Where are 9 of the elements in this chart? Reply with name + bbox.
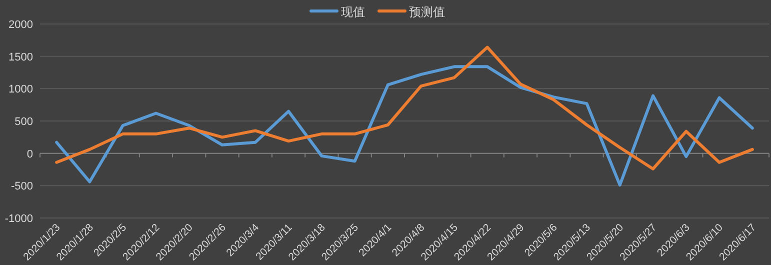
y-tick-label: 0 [26, 148, 33, 160]
legend-label: 预测值 [409, 5, 445, 19]
legend-label: 现值 [341, 5, 365, 19]
y-tick-label: 500 [14, 116, 33, 128]
y-tick-label: 1000 [8, 84, 33, 96]
y-tick-label: -500 [10, 180, 33, 193]
y-tick-label: -1000 [4, 213, 33, 225]
y-tick-label: 2000 [8, 19, 33, 31]
y-tick-label: 1500 [8, 51, 33, 64]
